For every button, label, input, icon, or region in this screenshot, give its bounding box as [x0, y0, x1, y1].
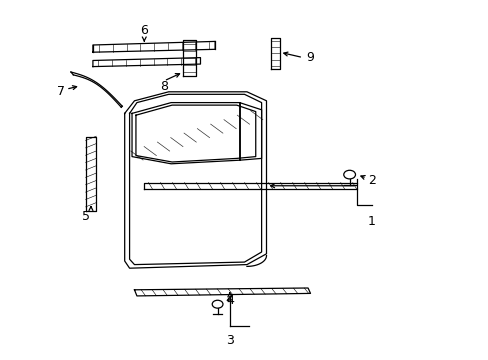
Text: 3: 3 — [225, 334, 233, 347]
Text: 6: 6 — [140, 24, 148, 37]
Text: 2: 2 — [367, 174, 375, 186]
Text: 8: 8 — [160, 80, 167, 93]
Text: 7: 7 — [57, 85, 65, 98]
Text: 9: 9 — [306, 51, 314, 64]
Text: 4: 4 — [225, 294, 233, 307]
Text: 1: 1 — [367, 215, 375, 228]
Text: 5: 5 — [81, 210, 89, 222]
